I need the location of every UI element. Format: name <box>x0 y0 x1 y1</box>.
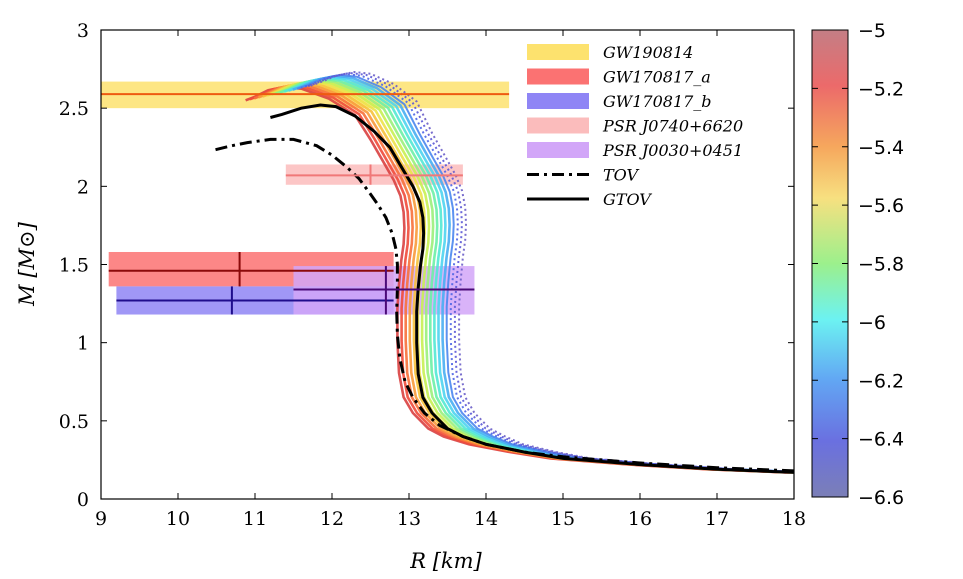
legend-swatch-4 <box>527 142 589 158</box>
family-curve-13 <box>301 72 794 473</box>
series-gtov <box>270 103 794 474</box>
colorbar-label-6: −6.2 <box>858 370 904 392</box>
x-tick-label-8: 17 <box>705 508 729 530</box>
legend-label-3: PSR J0740+6620 <box>602 117 743 136</box>
legend: GW190814 GW170817_a GW170817_b PSR J0740+66… <box>527 43 743 209</box>
colorbar-label-4: −5.8 <box>858 254 904 276</box>
x-tick-label-4: 13 <box>397 508 421 530</box>
legend-swatch-0 <box>527 44 589 60</box>
family-curve-14 <box>305 71 794 473</box>
colorbar-label-2: −5.4 <box>858 137 904 159</box>
x-axis-label: R [km] <box>409 549 482 573</box>
y-tick-label-3: 1.5 <box>59 255 89 277</box>
y-tick-label-4: 2 <box>77 176 89 198</box>
colorbar-label-7: −6.4 <box>858 429 904 451</box>
x-tick-label-2: 11 <box>243 508 267 530</box>
x-tick-label-7: 16 <box>628 508 652 530</box>
x-tick-label-1: 10 <box>166 508 190 530</box>
legend-label-2: GW170817_b <box>603 92 712 111</box>
constraint-markers <box>101 93 510 315</box>
legend-label-4: PSR J0030+0451 <box>602 141 743 160</box>
colorbar-ticks: −5 −5.2 −5.4 −5.6 −5.8 −6 −6.2 −6.4 −6.6 <box>812 20 904 509</box>
colorbar-label-5: −6 <box>858 312 886 334</box>
colorbar-label-8: −6.6 <box>858 487 904 509</box>
legend-swatch-2 <box>527 93 589 109</box>
x-tick-label-0: 9 <box>95 508 107 530</box>
y-axis-label: M [M⊙] <box>15 221 39 306</box>
legend-swatch-3 <box>527 117 589 134</box>
legend-swatch-1 <box>527 68 589 85</box>
y-tick-label-1: 0.5 <box>59 411 89 433</box>
colorbar-label-0: −5 <box>858 20 886 42</box>
x-tick-label-9: 18 <box>782 508 806 530</box>
legend-label-1: GW170817_a <box>603 68 711 87</box>
y-tick-label-0: 0 <box>77 489 89 511</box>
y-tick-label-2: 1 <box>77 333 89 355</box>
axis-ticks: 9 10 11 12 13 14 15 16 17 18 0 0.5 1 1.5 2 2.5 3 <box>59 20 806 530</box>
x-tick-label-6: 15 <box>551 508 575 530</box>
colorbar-label-3: −5.6 <box>858 195 904 217</box>
x-tick-label-5: 14 <box>474 508 498 530</box>
legend-label-5: TOV <box>603 166 640 185</box>
legend-label-6: GTOV <box>603 190 652 209</box>
colorbar-label-1: −5.2 <box>858 78 904 100</box>
main-series <box>212 103 794 474</box>
y-tick-label-6: 3 <box>77 20 89 42</box>
x-tick-label-3: 12 <box>320 508 344 530</box>
y-tick-label-5: 2.5 <box>59 98 89 120</box>
legend-label-0: GW190814 <box>603 43 693 62</box>
